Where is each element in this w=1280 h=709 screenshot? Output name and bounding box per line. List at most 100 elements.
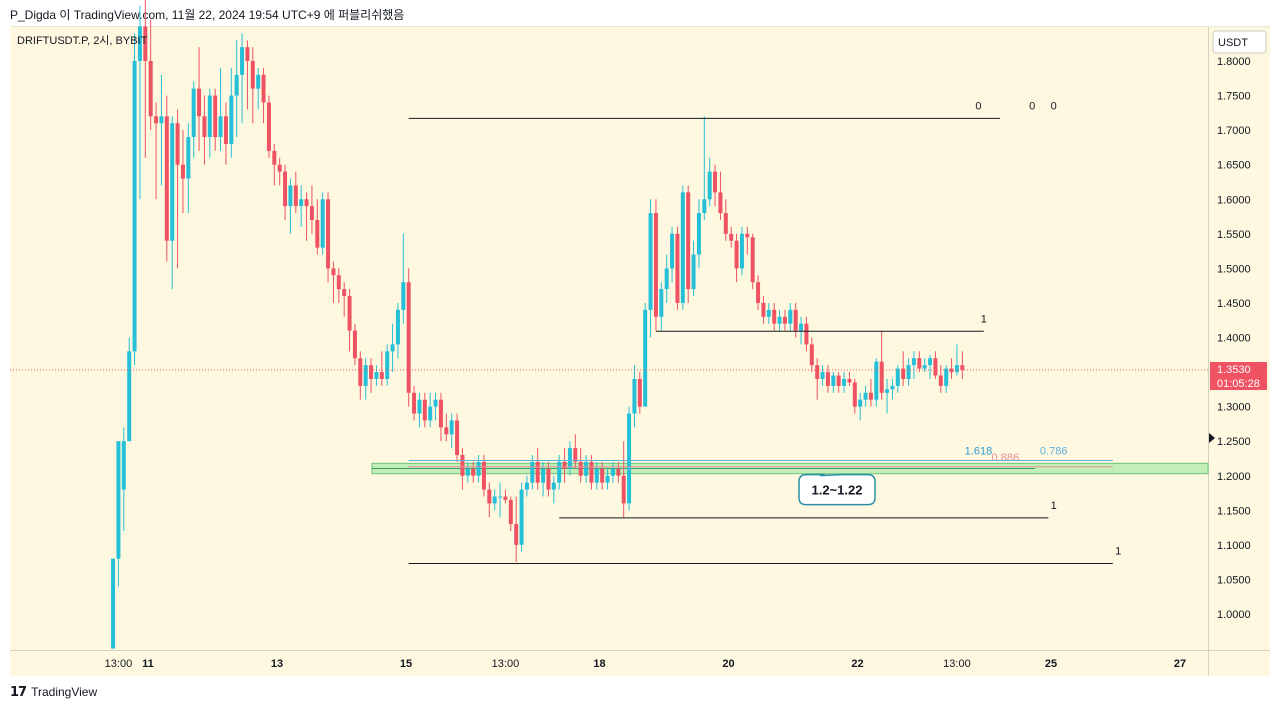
candle-body xyxy=(481,461,486,490)
candle-body xyxy=(374,372,379,379)
candle-body xyxy=(127,351,132,442)
candle-body xyxy=(369,365,374,379)
candle-body xyxy=(632,378,637,414)
candle-body xyxy=(186,137,191,179)
candle-body xyxy=(487,489,492,504)
y-tick-label: 1.7000 xyxy=(1217,125,1251,137)
candle-body xyxy=(852,382,857,407)
last-price-tag: 1.3530 01:05:28 xyxy=(1210,361,1267,390)
candle-body xyxy=(503,496,508,500)
candle-body xyxy=(379,372,384,379)
candle-body xyxy=(363,365,368,386)
candle-body xyxy=(895,368,900,386)
candle-body xyxy=(653,213,658,317)
y-tick-label: 1.3000 xyxy=(1217,402,1251,414)
candle-body xyxy=(557,461,562,483)
candle-body xyxy=(137,26,142,61)
candle-body xyxy=(911,358,916,366)
candle-body xyxy=(944,368,949,386)
candle-body xyxy=(250,61,255,89)
candle-body xyxy=(352,330,357,359)
candle-body xyxy=(659,289,664,317)
candle-body xyxy=(750,237,755,283)
candle-body xyxy=(906,365,911,379)
level-label: 1 xyxy=(1051,500,1057,512)
candle-body xyxy=(836,375,841,386)
candle-body xyxy=(707,171,712,200)
level-label: 0 xyxy=(1029,100,1035,112)
candle-body xyxy=(272,150,277,165)
candle-body xyxy=(471,468,476,476)
candle-body xyxy=(256,74,261,89)
candle-body xyxy=(858,399,863,407)
candle-body xyxy=(680,192,685,303)
level-label: 0 xyxy=(1051,100,1057,112)
y-tick-label: 1.2000 xyxy=(1217,471,1251,483)
candle-body xyxy=(401,282,406,310)
candle-body xyxy=(573,448,578,462)
candle-body xyxy=(245,47,250,61)
candle-body xyxy=(180,164,185,179)
candle-body xyxy=(793,309,798,331)
y-tick-label: 1.4500 xyxy=(1217,298,1251,310)
candle-body xyxy=(197,88,202,117)
y-tick-label: 1.4000 xyxy=(1217,333,1251,345)
candle-body xyxy=(508,499,513,525)
candle-body xyxy=(342,289,347,297)
candle-body xyxy=(266,102,271,151)
candle-body xyxy=(277,164,282,172)
x-tick-label: 15 xyxy=(400,658,412,670)
tradingview-brand[interactable]: 𝟭𝟳 TradingView xyxy=(10,684,97,700)
candle-body xyxy=(514,524,519,545)
candle-body xyxy=(621,475,626,504)
candle-body xyxy=(610,468,615,476)
candle-body xyxy=(218,116,223,138)
candle-body xyxy=(648,213,653,310)
currency-button[interactable]: USDT xyxy=(1212,30,1267,54)
candle-body xyxy=(336,275,341,290)
candle-body xyxy=(315,219,320,248)
candle-body xyxy=(433,399,438,407)
candle-body xyxy=(723,213,728,234)
candle-body xyxy=(799,323,804,331)
fib-label: 1.618 xyxy=(965,446,993,458)
x-tick-label: 13:00 xyxy=(492,658,520,670)
x-tick-label: 27 xyxy=(1174,658,1186,670)
candle-body xyxy=(465,468,470,476)
candle-body xyxy=(589,461,594,483)
candle-body xyxy=(820,372,825,379)
candle-body xyxy=(890,385,895,390)
candle-body xyxy=(498,496,503,498)
candle-body xyxy=(331,268,336,276)
fib-label: 0.886 xyxy=(992,452,1020,464)
y-tick-label: 1.5500 xyxy=(1217,229,1251,241)
candle-body xyxy=(202,116,207,138)
candle-body xyxy=(954,365,959,373)
candle-body xyxy=(729,233,734,241)
candle-body xyxy=(159,116,164,124)
candle-body xyxy=(299,199,304,207)
candle-body xyxy=(847,378,852,383)
candle-body xyxy=(535,461,540,483)
time-axis-background[interactable] xyxy=(10,650,1270,676)
candle-body xyxy=(718,192,723,214)
x-tick-label: 11 xyxy=(142,658,154,670)
candle-body xyxy=(132,61,137,352)
candle-body xyxy=(546,468,551,490)
candle-body xyxy=(326,199,331,269)
level-label: 1 xyxy=(981,313,987,325)
x-tick-label: 20 xyxy=(722,658,734,670)
price-axis-background[interactable] xyxy=(1209,26,1270,650)
candle-body xyxy=(143,26,148,61)
candle-body xyxy=(541,468,546,483)
fib-label: 0.786 xyxy=(1040,446,1068,458)
candle-body xyxy=(713,171,718,193)
y-tick-label: 1.7500 xyxy=(1217,91,1251,103)
candle-body xyxy=(223,116,228,144)
candle-body xyxy=(476,461,481,476)
candle-body xyxy=(395,309,400,345)
candle-body xyxy=(691,254,696,290)
callout[interactable]: 1.2~1.22 xyxy=(798,473,876,506)
candle-body xyxy=(874,361,879,400)
